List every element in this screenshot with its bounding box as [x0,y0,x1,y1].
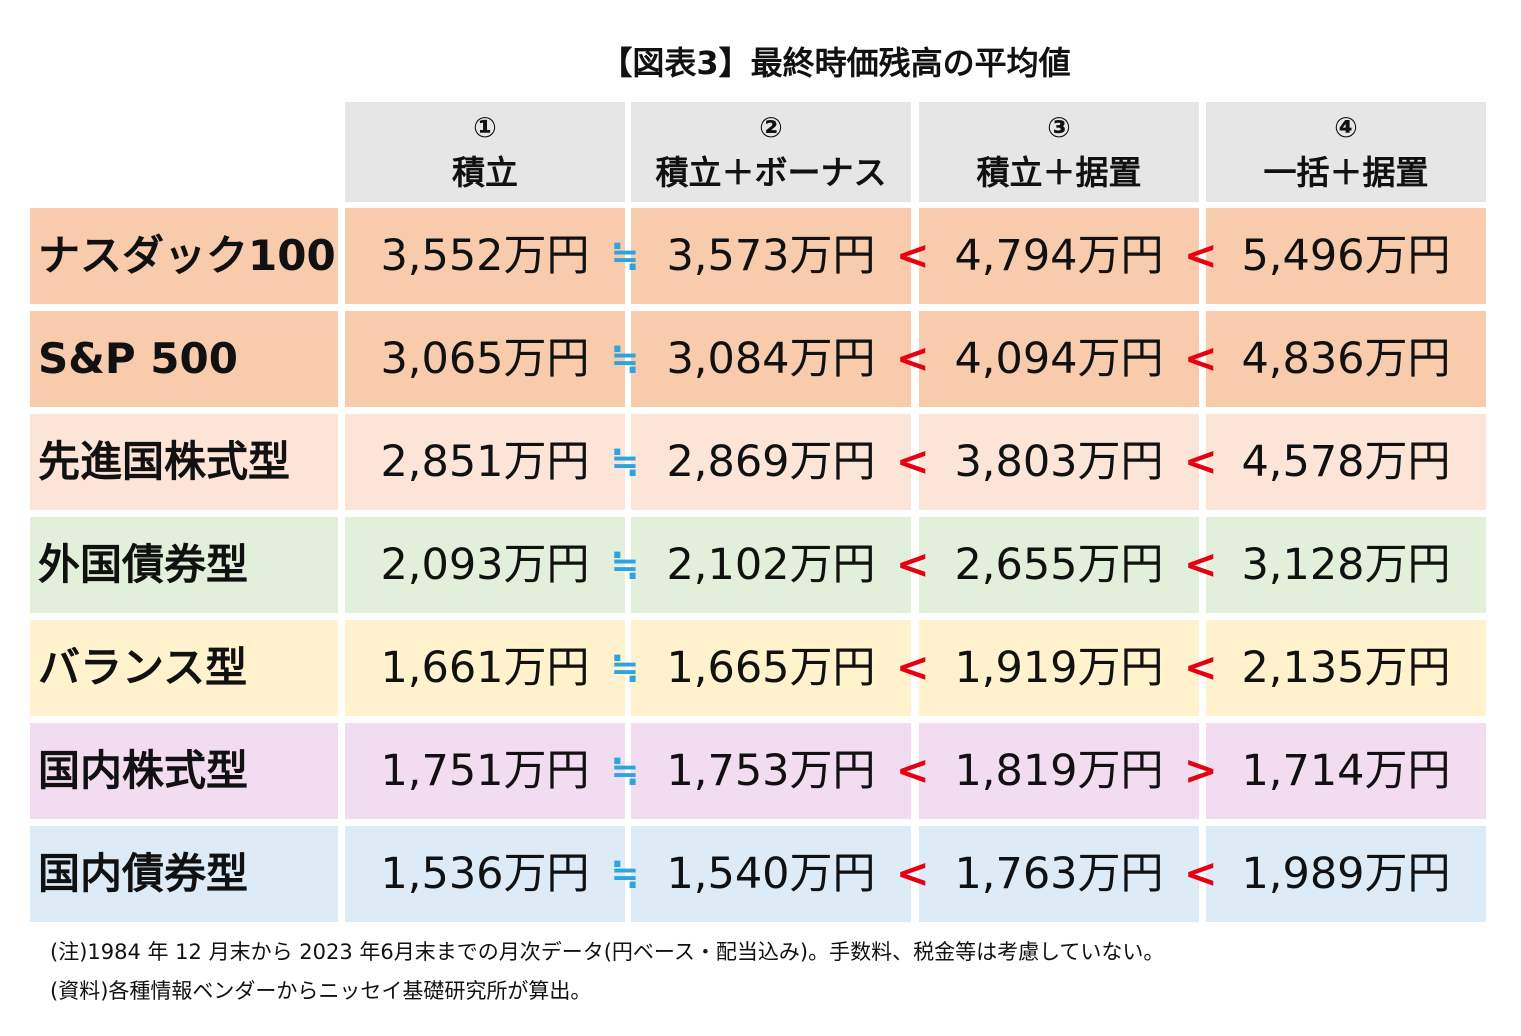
value-cell: 4,836万円 [1206,311,1486,407]
comparison-symbol: ≒ [610,339,640,379]
value-cell: 3,803万円 [919,414,1199,510]
value-cell: 1,919万円 [919,620,1199,716]
value-cell: 2,135万円 [1206,620,1486,716]
value-cell: 2,869万円 [631,414,911,510]
comparison-symbol: < [896,645,930,691]
column-header-2: ② 積立＋ボーナス [631,102,911,202]
comparison-symbol: ≒ [610,545,640,585]
column-number: ② [759,111,783,144]
comparison-symbol: > [1184,748,1218,794]
comparison-symbol: < [1184,645,1218,691]
value-cell: 1,536万円 [345,826,625,922]
value-cell: 2,093万円 [345,517,625,613]
value-cell: 4,794万円 [919,208,1199,304]
comparison-symbol: < [1184,233,1218,279]
comparison-symbol: ≒ [610,648,640,688]
comparison-symbol: < [896,542,930,588]
column-number: ① [473,111,497,144]
comparison-symbol: ≒ [610,854,640,894]
comparison-symbol: < [896,748,930,794]
value-cell: 3,552万円 [345,208,625,304]
row-label: バランス型 [30,620,338,716]
row-label: 外国債券型 [30,517,338,613]
column-label: 一括＋据置 [1263,153,1429,192]
value-cell: 1,665万円 [631,620,911,716]
comparison-symbol: < [1184,851,1218,897]
value-cell: 1,819万円 [919,723,1199,819]
value-cell: 3,084万円 [631,311,911,407]
column-header-1: ① 積立 [345,102,625,202]
value-cell: 2,851万円 [345,414,625,510]
value-cell: 1,751万円 [345,723,625,819]
value-cell: 1,714万円 [1206,723,1486,819]
footnote-source: (資料)各種情報ベンダーからニッセイ基礎研究所が算出。 [50,979,592,1003]
value-cell: 5,496万円 [1206,208,1486,304]
value-cell: 1,661万円 [345,620,625,716]
row-label: ナスダック100 [30,208,338,304]
comparison-symbol: < [1184,542,1218,588]
comparison-symbol: < [896,851,930,897]
chart-title: 【図表3】最終時価残高の平均値 [600,44,1071,82]
value-cell: 2,102万円 [631,517,911,613]
comparison-symbol: ≒ [610,236,640,276]
column-header-4: ④ 一括＋据置 [1206,102,1486,202]
value-cell: 1,753万円 [631,723,911,819]
value-cell: 3,128万円 [1206,517,1486,613]
comparison-symbol: < [896,439,930,485]
column-number: ③ [1047,111,1071,144]
value-cell: 2,655万円 [919,517,1199,613]
comparison-symbol: < [1184,439,1218,485]
comparison-symbol: < [896,336,930,382]
value-cell: 3,065万円 [345,311,625,407]
column-header-3: ③ 積立＋据置 [919,102,1199,202]
column-label: 積立＋据置 [976,153,1142,192]
column-label: 積立＋ボーナス [655,153,887,192]
value-cell: 3,573万円 [631,208,911,304]
value-cell: 1,989万円 [1206,826,1486,922]
comparison-symbol: < [896,233,930,279]
value-cell: 1,540万円 [631,826,911,922]
row-label: 先進国株式型 [30,414,338,510]
row-label: 国内債券型 [30,826,338,922]
footnote-note: (注)1984 年 12 月末から 2023 年6月末までの月次データ(円ベース… [50,940,1165,964]
comparison-symbol: < [1184,336,1218,382]
comparison-symbol: ≒ [610,751,640,791]
column-label: 積立 [452,153,518,192]
comparison-symbol: ≒ [610,442,640,482]
column-number: ④ [1334,111,1358,144]
value-cell: 4,578万円 [1206,414,1486,510]
value-cell: 4,094万円 [919,311,1199,407]
row-label: S&P 500 [30,311,338,407]
row-label: 国内株式型 [30,723,338,819]
value-cell: 1,763万円 [919,826,1199,922]
